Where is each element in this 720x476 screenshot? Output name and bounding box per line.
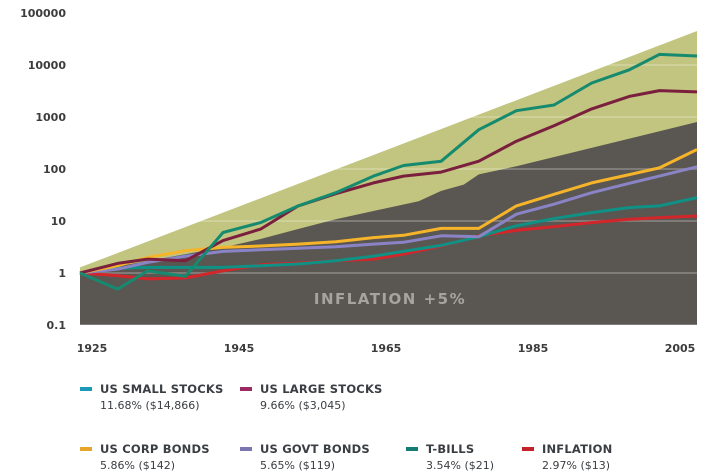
- legend-swatch: [80, 387, 92, 391]
- x-tick-label: 1945: [224, 342, 255, 355]
- legend-value: 5.65% ($119): [260, 459, 336, 472]
- y-tick-label: 100: [43, 163, 66, 176]
- x-tick-label: 1985: [518, 342, 549, 355]
- y-tick-label: 10000: [28, 59, 67, 72]
- legend-value: 3.54% ($21): [426, 459, 495, 472]
- band-label: INFLATION +5%: [314, 290, 466, 308]
- legend-name: INFLATION: [542, 442, 613, 456]
- x-tick-label: 1925: [77, 342, 108, 355]
- legend-item-us-small-stocks: US SMALL STOCKS 11.68% ($14,866): [80, 382, 280, 416]
- legend-item-inflation: INFLATION 2.97% ($13): [522, 442, 720, 476]
- legend-name: US GOVT BONDS: [260, 442, 370, 456]
- legend-item-t-bills: T-BILLS 3.54% ($21): [406, 442, 606, 476]
- legend-name: US CORP BONDS: [100, 442, 210, 456]
- series-line-t-bills: [79, 196, 698, 275]
- y-tick-label: 1: [58, 267, 66, 280]
- legend-item-us-corp-bonds: US CORP BONDS 5.86% ($142): [80, 442, 280, 476]
- x-tick-label: 2005: [665, 342, 696, 355]
- legend-swatch: [406, 447, 418, 451]
- series-line-us-small-stocks: [79, 52, 698, 291]
- legend-name: T-BILLS: [426, 442, 475, 456]
- series-line-inflation: [79, 214, 698, 281]
- legend-swatch: [80, 447, 92, 451]
- x-tick-label: 1965: [371, 342, 402, 355]
- legend-value: 11.68% ($14,866): [100, 399, 200, 412]
- y-tick-label: 1000: [35, 111, 66, 124]
- y-tick-label: 0.1: [47, 319, 67, 332]
- legend-item-us-govt-bonds: US GOVT BONDS 5.65% ($119): [240, 442, 440, 476]
- chart: INFLATION +5% 100000 10000 1000 100 10 1 0.1 1…: [20, 7, 698, 355]
- legend-value: 2.97% ($13): [542, 459, 611, 472]
- legend-swatch: [240, 387, 252, 391]
- legend-name: US SMALL STOCKS: [100, 382, 224, 396]
- y-tick-label: 10: [51, 215, 67, 228]
- legend-swatch: [240, 447, 252, 451]
- legend-name: US LARGE STOCKS: [260, 382, 383, 396]
- series-line-us-corp-bonds: [79, 148, 698, 275]
- series-line-us-large-stocks: [79, 89, 698, 275]
- legend-item-us-large-stocks: US LARGE STOCKS 9.66% ($3,045): [240, 382, 440, 416]
- series-line-us-govt-bonds: [79, 165, 698, 275]
- legend-value: 9.66% ($3,045): [260, 399, 346, 412]
- y-tick-label: 100000: [20, 7, 66, 20]
- legend-value: 5.86% ($142): [100, 459, 176, 472]
- inflation-plus-5-area: [80, 122, 697, 325]
- legend-swatch: [522, 447, 534, 451]
